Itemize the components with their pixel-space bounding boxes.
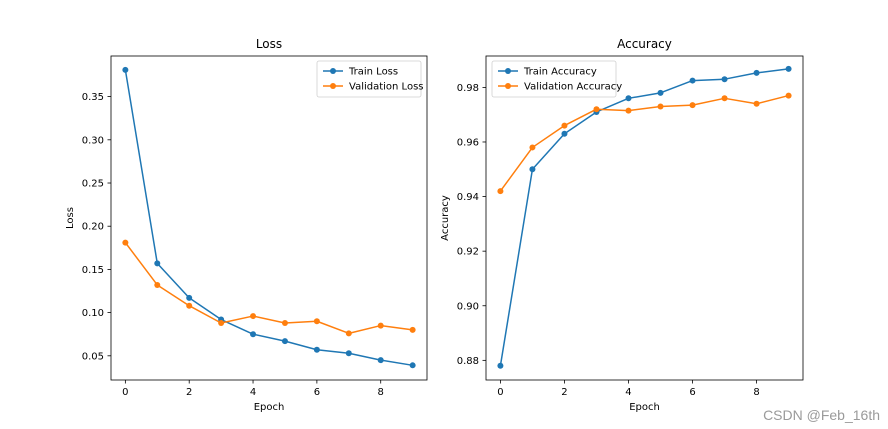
y-tick-label: 0.94: [457, 192, 479, 203]
x-tick-label: 6: [689, 387, 695, 398]
legend: Train Loss Validation Loss: [316, 60, 424, 98]
x-tick-label: 0: [497, 387, 503, 398]
data-point-train-accuracy: [625, 95, 632, 102]
data-point-train-loss: [250, 331, 257, 338]
y-tick-label: 0.96: [457, 137, 479, 148]
data-point-train-loss: [186, 294, 193, 301]
data-point-validation-loss: [281, 319, 288, 326]
x-tick-label: 2: [561, 387, 567, 398]
y-tick-label: 0.90: [457, 301, 479, 312]
legend-box: [491, 60, 617, 98]
chart-accuracy: Accuracy 0 2 4 6 8 0.88 0.90 0.92 0.94 0.96 0.98 Epo…: [440, 37, 804, 413]
data-point-validation-loss: [345, 330, 352, 337]
y-tick-label: 0.05: [82, 351, 104, 362]
legend-label-train-loss: Train Loss: [348, 67, 398, 78]
y-axis-label: Loss: [65, 207, 76, 229]
data-point-validation-loss: [313, 318, 320, 325]
x-axis-label: Epoch: [254, 402, 285, 413]
data-point-validation-accuracy: [657, 103, 664, 110]
data-point-train-accuracy: [785, 65, 792, 72]
data-point-train-accuracy: [721, 76, 728, 83]
x-tick-label: 4: [625, 387, 631, 398]
data-point-train-accuracy: [529, 166, 536, 173]
data-point-validation-accuracy: [625, 107, 632, 114]
data-point-train-loss: [154, 260, 161, 267]
chart-loss: Loss 0 2 4 6 8 0.05 0.10 0.15 0.20 0.25 0.30 0.35 Epo…: [65, 37, 428, 413]
x-tick-label: 0: [122, 387, 128, 398]
data-point-validation-accuracy: [529, 144, 536, 151]
data-point-train-accuracy: [753, 69, 760, 76]
data-point-validation-loss: [154, 281, 161, 288]
x-axis-label: Epoch: [629, 402, 660, 413]
legend-marker-train-loss: [330, 68, 336, 74]
y-tick-label: 0.10: [82, 308, 104, 319]
data-point-validation-loss: [250, 313, 257, 320]
legend-label-validation-accuracy: Validation Accuracy: [524, 82, 622, 93]
y-tick-label: 0.25: [82, 179, 104, 190]
series-line-train-accuracy: [499, 68, 789, 366]
data-point-train-accuracy: [689, 77, 696, 84]
data-point-validation-accuracy: [497, 188, 504, 195]
series-line-validation-loss: [124, 242, 413, 335]
y-tick-label: 0.20: [82, 222, 104, 233]
data-point-validation-loss: [409, 326, 416, 333]
legend-marker-train-accuracy: [505, 68, 511, 74]
legend-marker-validation-loss: [330, 83, 336, 89]
y-tick-label: 0.88: [457, 356, 479, 367]
y-tick-label: 0.15: [82, 265, 104, 276]
data-point-train-loss: [345, 350, 352, 357]
watermark: CSDN @Feb_16th: [763, 407, 880, 423]
axes-frame: [110, 55, 428, 381]
y-tick-label: 0.35: [82, 92, 104, 103]
x-tick-label: 2: [186, 387, 192, 398]
data-point-train-loss: [122, 66, 129, 73]
data-point-validation-accuracy: [593, 106, 600, 113]
data-point-validation-accuracy: [561, 122, 568, 129]
y-tick-label: 0.98: [457, 83, 479, 94]
data-point-validation-accuracy: [689, 102, 696, 109]
y-tick-label: 0.92: [457, 247, 479, 258]
data-point-train-loss: [377, 357, 384, 364]
data-point-validation-accuracy: [721, 95, 728, 102]
axes-frame: [485, 55, 804, 381]
data-point-train-accuracy: [657, 89, 664, 96]
data-point-validation-accuracy: [753, 100, 760, 107]
legend-label-validation-loss: Validation Loss: [349, 82, 424, 93]
data-point-validation-loss: [122, 239, 129, 246]
legend-box: [316, 60, 422, 98]
data-point-validation-accuracy: [785, 92, 792, 99]
legend-marker-validation-accuracy: [505, 83, 511, 89]
chart-title: Accuracy: [617, 37, 672, 51]
chart-title: Loss: [256, 37, 282, 51]
data-point-train-loss: [313, 346, 320, 353]
data-point-validation-loss: [186, 302, 193, 309]
data-point-validation-loss: [377, 322, 384, 329]
data-point-train-loss: [409, 362, 416, 369]
x-tick-label: 8: [378, 387, 384, 398]
y-axis-label: Accuracy: [440, 195, 451, 241]
x-tick-label: 8: [753, 387, 759, 398]
data-point-train-loss: [281, 338, 288, 345]
y-tick-label: 0.30: [82, 135, 104, 146]
series-line-validation-accuracy: [499, 94, 789, 192]
legend: Train Accuracy Validation Accuracy: [491, 60, 622, 98]
legend-label-train-accuracy: Train Accuracy: [523, 67, 597, 78]
x-tick-label: 6: [314, 387, 320, 398]
data-point-validation-loss: [218, 319, 225, 326]
x-tick-label: 4: [250, 387, 256, 398]
data-point-train-accuracy: [561, 130, 568, 137]
data-point-train-accuracy: [497, 362, 504, 369]
series-line-train-loss: [124, 69, 413, 367]
